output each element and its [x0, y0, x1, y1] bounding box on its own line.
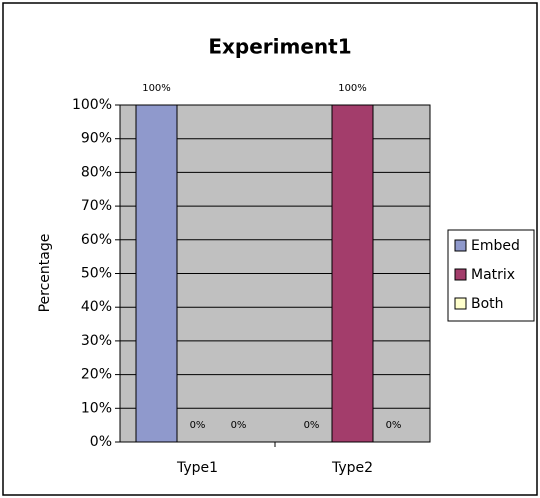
bar [135, 104, 178, 443]
y-tick-label: 70% [81, 198, 112, 214]
legend-swatch [454, 297, 467, 310]
bar [331, 104, 374, 443]
y-tick-label: 30% [81, 333, 112, 349]
y-tick-label: 80% [81, 164, 112, 180]
y-tick-label: 90% [81, 131, 112, 147]
legend-swatch [454, 239, 467, 252]
data-label: 100% [338, 83, 367, 94]
legend-swatch [454, 268, 467, 281]
legend-label: Matrix [471, 267, 515, 283]
y-tick-label: 20% [81, 367, 112, 383]
plot-border [119, 104, 431, 443]
data-label: 0% [190, 420, 206, 431]
y-tick-label: 60% [81, 232, 112, 248]
x-tick-label: Type2 [331, 460, 373, 476]
y-tick-label: 40% [81, 299, 112, 315]
legend-label: Embed [471, 238, 520, 254]
data-label: 0% [231, 420, 247, 431]
y-axis-label: Percentage [37, 234, 53, 313]
y-tick-label: 50% [81, 266, 112, 282]
data-label: 0% [304, 420, 320, 431]
chart-title: Experiment1 [208, 35, 351, 59]
data-label: 0% [386, 420, 402, 431]
y-tick-label: 0% [90, 434, 112, 450]
x-tick-label: Type1 [176, 460, 218, 476]
data-label: 100% [142, 83, 171, 94]
y-tick-label: 100% [72, 97, 112, 113]
legend-label: Both [471, 296, 504, 312]
y-tick-label: 10% [81, 400, 112, 416]
